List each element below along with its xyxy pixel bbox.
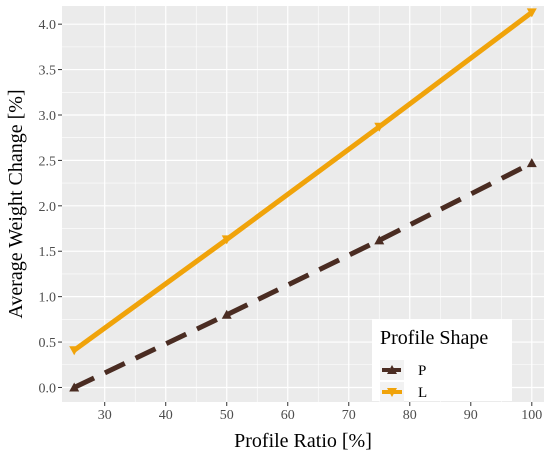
- series-line-P: [73, 160, 533, 390]
- legend-label-P: P: [418, 363, 426, 379]
- y-tick-label: 0.5: [39, 336, 57, 351]
- series-point-L: [374, 122, 385, 132]
- y-tick-label: 2.0: [39, 200, 57, 215]
- x-axis-title: Profile Ratio [%]: [234, 430, 372, 452]
- y-tick-label: 1.5: [39, 245, 57, 260]
- legend-title: Profile Shape: [380, 327, 488, 349]
- x-tick-label: 50: [220, 408, 234, 423]
- y-tick-label: 4.0: [39, 18, 57, 33]
- x-tick-label: 30: [98, 408, 112, 423]
- series-point-L: [221, 235, 232, 245]
- series-layer: [69, 8, 537, 392]
- series-point-P: [374, 235, 385, 245]
- legend: Profile Shape PL: [372, 319, 512, 402]
- y-tick-label: 1.0: [39, 291, 57, 306]
- y-tick-label: 0.0: [39, 381, 57, 396]
- x-tick-label: 70: [342, 408, 356, 423]
- series-point-P: [221, 309, 232, 319]
- series-line-L: [72, 10, 534, 353]
- x-tick-label: 90: [464, 408, 478, 423]
- y-tick-label: 3.0: [39, 109, 57, 124]
- y-tick-label: 3.5: [39, 64, 57, 79]
- series-point-L: [526, 8, 537, 18]
- legend-key-marker-P: [387, 365, 397, 374]
- y-axis-title: Average Weight Change [%]: [5, 89, 27, 318]
- series-point-L: [69, 346, 80, 356]
- legend-key-marker-L: [387, 388, 397, 397]
- series-point-P: [526, 158, 537, 168]
- grid-major: [62, 6, 544, 402]
- y-tick-label: 2.5: [39, 154, 57, 169]
- series-point-P: [69, 382, 80, 392]
- x-tick-label: 60: [281, 408, 295, 423]
- y-axis-ticks: 0.0 0.5 1.0 1.5 2.0 2.5 3.0 3.5 4.0: [39, 18, 62, 396]
- x-tick-label: 100: [521, 408, 542, 423]
- x-tick-label: 40: [159, 408, 173, 423]
- x-tick-label: 80: [403, 408, 417, 423]
- x-axis-ticks: 30 40 50 60 70 80 90 100: [98, 402, 542, 423]
- grid-minor: [62, 6, 544, 402]
- legend-label-L: L: [418, 385, 427, 401]
